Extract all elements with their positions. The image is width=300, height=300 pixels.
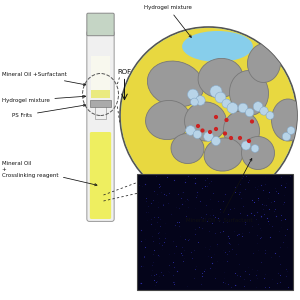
Ellipse shape (147, 61, 204, 107)
Text: PS Frits: PS Frits (12, 104, 86, 118)
Ellipse shape (184, 102, 226, 141)
Circle shape (214, 127, 218, 131)
Circle shape (214, 115, 218, 119)
Bar (92, 56, 110, 90)
Circle shape (188, 89, 198, 100)
FancyBboxPatch shape (87, 13, 114, 36)
Text: Mineral Oil
+
Crosslinking reagent: Mineral Oil + Crosslinking reagent (2, 161, 97, 186)
Bar (136, 174, 292, 290)
Circle shape (260, 107, 268, 115)
Circle shape (196, 96, 205, 105)
Circle shape (238, 103, 248, 113)
Ellipse shape (272, 99, 300, 141)
Circle shape (121, 28, 296, 203)
Circle shape (200, 128, 205, 133)
Circle shape (266, 112, 274, 119)
Text: ROF: ROF (117, 69, 132, 75)
Circle shape (222, 99, 231, 108)
Circle shape (223, 131, 227, 136)
Circle shape (251, 145, 259, 152)
Circle shape (224, 118, 229, 122)
Circle shape (250, 119, 254, 124)
Circle shape (210, 85, 222, 98)
Circle shape (212, 136, 220, 146)
Ellipse shape (204, 138, 243, 171)
FancyBboxPatch shape (90, 132, 111, 219)
Text: Hydrogel mixture: Hydrogel mixture (144, 5, 192, 38)
Ellipse shape (146, 100, 190, 140)
Circle shape (229, 136, 233, 140)
Circle shape (245, 108, 254, 117)
Circle shape (227, 103, 238, 113)
Text: Mineral Oil +Surfactant: Mineral Oil +Surfactant (2, 73, 86, 85)
Circle shape (193, 130, 202, 139)
Text: Hydrogel mixture: Hydrogel mixture (2, 95, 85, 103)
Circle shape (287, 127, 295, 134)
Ellipse shape (224, 111, 260, 150)
Ellipse shape (230, 70, 268, 116)
Circle shape (208, 130, 212, 134)
Circle shape (253, 102, 263, 111)
Ellipse shape (242, 136, 274, 169)
Circle shape (190, 98, 198, 106)
Circle shape (120, 27, 297, 204)
Circle shape (196, 124, 200, 128)
Circle shape (215, 92, 226, 103)
Ellipse shape (248, 44, 280, 82)
Bar (95, 106, 106, 119)
Circle shape (238, 136, 242, 140)
Circle shape (282, 132, 291, 141)
Bar (92, 90, 110, 98)
Ellipse shape (171, 134, 204, 164)
Circle shape (186, 126, 195, 135)
Circle shape (242, 141, 250, 150)
Bar (91, 100, 111, 106)
Ellipse shape (182, 31, 253, 62)
Text: Mineral Oil + Surfactant: Mineral Oil + Surfactant (186, 158, 253, 223)
Circle shape (247, 139, 251, 143)
Circle shape (204, 132, 213, 141)
FancyBboxPatch shape (87, 31, 114, 221)
Ellipse shape (198, 58, 243, 98)
